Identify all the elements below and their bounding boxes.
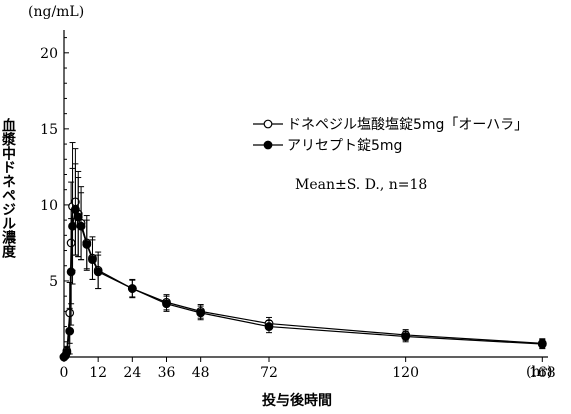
legend: ドネペジル塩酸塩錠5mg「オーハラ」 アリセプト錠5mg (253, 117, 528, 154)
x-tick-label: 168 (529, 365, 556, 381)
data-point (66, 267, 76, 277)
data-point (73, 212, 83, 222)
legend-label-generic: ドネペジル塩酸塩錠5mg「オーハラ」 (287, 117, 528, 133)
x-tick-label: 48 (192, 365, 210, 381)
x-tick-label: 36 (158, 365, 176, 381)
data-point (68, 221, 77, 231)
data-point (82, 240, 92, 249)
x-tick-label: 24 (123, 365, 141, 381)
series-line (63, 200, 543, 358)
y-tick-label: 10 (40, 198, 58, 214)
x-tick-label: 72 (260, 365, 278, 381)
x-tick-label: 120 (392, 365, 419, 381)
y-axis-title: 血漿中ドネペジル濃度 (0, 117, 17, 259)
legend-marker-open-circle (263, 119, 273, 129)
y-unit-label: (ng/mL) (28, 4, 84, 20)
x-tick-label: 0 (60, 365, 69, 381)
data-point (264, 322, 274, 331)
legend-label-original: アリセプト錠5mg (287, 138, 402, 154)
y-tick-label: 15 (40, 122, 58, 138)
data-point (70, 205, 80, 214)
series-original (59, 163, 547, 362)
data-point (127, 284, 137, 293)
data-point (76, 221, 86, 231)
series-generic (59, 142, 547, 362)
x-tick-label: 12 (89, 365, 107, 381)
y-tick-label: 20 (40, 46, 58, 62)
data-point (65, 326, 75, 336)
stats-annotation: Mean±S. D., n=18 (295, 177, 427, 193)
data-point (62, 348, 72, 357)
x-axis-title: 投与後時間 (262, 392, 332, 409)
data-point (93, 267, 103, 277)
y-tick-label: 5 (49, 274, 58, 290)
series-line (63, 207, 543, 358)
data-point (162, 299, 171, 309)
data-point (196, 308, 206, 318)
data-point (537, 339, 547, 349)
data-point (401, 332, 411, 341)
x-unit-label: (hr) (526, 364, 553, 380)
data-point (88, 255, 97, 265)
legend-marker-filled-circle (263, 140, 273, 150)
